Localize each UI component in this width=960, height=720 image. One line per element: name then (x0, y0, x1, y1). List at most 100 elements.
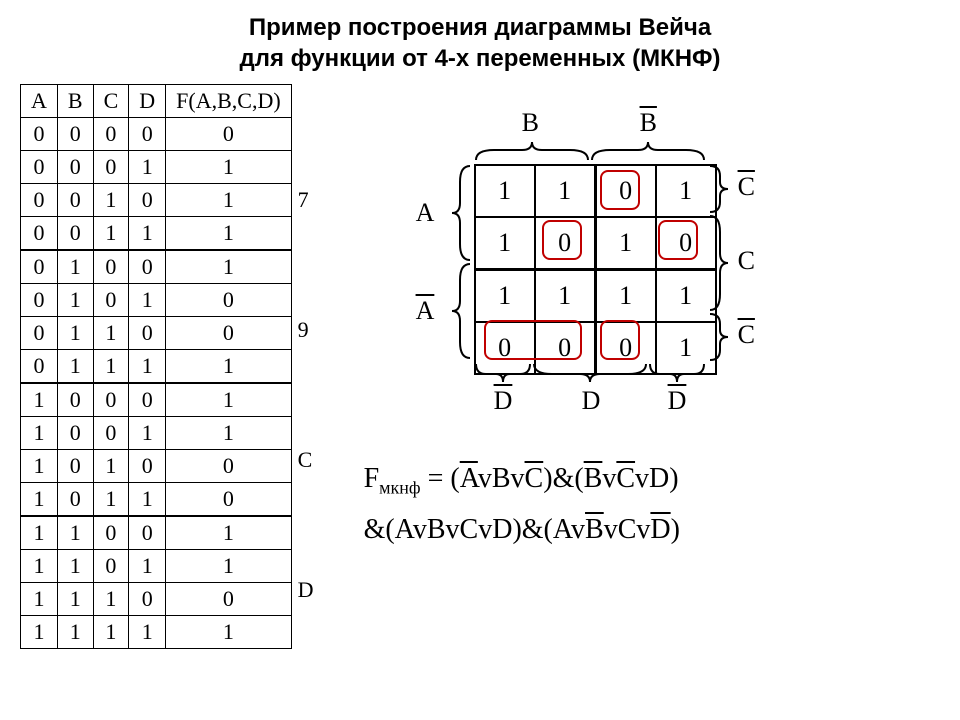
label-D-bar-right: D (668, 386, 687, 416)
table-row: 10001 (21, 383, 292, 417)
truth-cell: 1 (166, 417, 292, 450)
truth-cell: 0 (129, 583, 166, 616)
t3-v3: v (478, 514, 492, 545)
veitch-cell: 1 (656, 270, 716, 323)
truth-cell: 1 (93, 616, 129, 649)
t3-d: D (492, 514, 512, 545)
f-lhs: F (364, 463, 380, 494)
veitch-cell: 0 (595, 165, 656, 217)
truth-cell: 1 (21, 516, 58, 550)
truth-cell: 1 (21, 583, 58, 616)
truth-cell: 0 (57, 118, 93, 151)
t2-v1: v (602, 463, 616, 494)
truth-cell: 1 (166, 350, 292, 384)
veitch-cell: 0 (656, 217, 716, 270)
truth-cell: 1 (93, 450, 129, 483)
truth-table: ABCDF(A,B,C,D) 0000000011001010011101001… (20, 84, 292, 649)
label-D-bar-left: D (494, 386, 513, 416)
t2-v2: v (635, 463, 649, 494)
truth-body: 0000000011001010011101001010100110001111… (21, 118, 292, 649)
truth-cell: 0 (166, 317, 292, 350)
veitch-cell: 1 (535, 165, 596, 217)
truth-header-row: ABCDF(A,B,C,D) (21, 85, 292, 118)
label-B: B (522, 108, 539, 138)
truth-cell: 1 (57, 616, 93, 649)
veitch-cell: 1 (475, 165, 535, 217)
table-row: 00011 (21, 151, 292, 184)
truth-cell: 1 (57, 350, 93, 384)
table-row: 11011 (21, 550, 292, 583)
truth-cell: 1 (129, 284, 166, 317)
truth-cell: 1 (129, 417, 166, 450)
truth-col: A (21, 85, 58, 118)
veitch-cell: 1 (475, 217, 535, 270)
truth-cell: 0 (93, 550, 129, 583)
truth-cell: 0 (21, 250, 58, 284)
truth-cell: 1 (21, 550, 58, 583)
truth-cell: 0 (129, 516, 166, 550)
brace-top-right (590, 140, 706, 162)
truth-cell: 1 (57, 317, 93, 350)
t2-d: D (649, 463, 669, 494)
t3-v1: v (413, 514, 427, 545)
t2-pre: ( (574, 463, 583, 494)
truth-cell: 1 (21, 483, 58, 517)
t4-v1: v (571, 514, 585, 545)
truth-cell: 1 (129, 217, 166, 251)
truth-cell: 1 (129, 550, 166, 583)
truth-cell: 1 (93, 184, 129, 217)
veitch-cell: 1 (656, 322, 716, 374)
truth-col: C (93, 85, 129, 118)
t1-b: B (492, 463, 511, 494)
amp2: & (364, 514, 386, 545)
truth-cell: 1 (57, 250, 93, 284)
t3-c: C (460, 514, 479, 545)
t4-a: A (553, 514, 571, 545)
t1-v1: v (478, 463, 492, 494)
truth-cell: 0 (21, 151, 58, 184)
truth-table-block: ABCDF(A,B,C,D) 0000000011001010011101001… (20, 84, 314, 649)
truth-cell: 1 (93, 583, 129, 616)
t2-b: B (584, 463, 603, 494)
page-title: Пример построения диаграммы Вейча для фу… (0, 0, 960, 74)
brace-left-top (448, 164, 472, 262)
label-B-bar: B (640, 108, 657, 138)
side-label: C (298, 378, 314, 508)
truth-cell: 0 (166, 284, 292, 317)
truth-cell: 1 (166, 217, 292, 251)
table-row: 10011 (21, 417, 292, 450)
table-row: 11111 (21, 616, 292, 649)
truth-cell: 0 (166, 118, 292, 151)
t3-a: A (395, 514, 413, 545)
truth-cell: 0 (166, 483, 292, 517)
table-row: 11100 (21, 583, 292, 616)
t4-b: B (585, 514, 604, 545)
truth-cell: 1 (93, 317, 129, 350)
truth-cell: 0 (166, 450, 292, 483)
truth-col: D (129, 85, 166, 118)
truth-cell: 1 (129, 151, 166, 184)
truth-cell: 0 (57, 483, 93, 517)
amp1: & (553, 463, 575, 494)
veitch-diagram: B B A A C C C D D D 1101101011110001 (354, 94, 854, 434)
truth-col: F(A,B,C,D) (166, 85, 292, 118)
t4-pre: ( (544, 514, 553, 545)
t4-d: D (650, 514, 670, 545)
truth-cell: 0 (21, 118, 58, 151)
label-C-bar-top: C (738, 172, 755, 202)
truth-cell: 0 (93, 284, 129, 317)
truth-col: B (57, 85, 93, 118)
truth-cell: 0 (93, 250, 129, 284)
truth-cell: 1 (93, 350, 129, 384)
truth-cell: 1 (21, 383, 58, 417)
amp3: & (522, 514, 544, 545)
t2-post: ) (669, 463, 678, 494)
truth-cell: 1 (21, 417, 58, 450)
truth-cell: 0 (129, 184, 166, 217)
table-row: 01111 (21, 350, 292, 384)
title-line-1: Пример построения диаграммы Вейча (249, 14, 711, 41)
truth-cell: 1 (166, 250, 292, 284)
table-row: 01100 (21, 317, 292, 350)
truth-cell: 0 (93, 417, 129, 450)
table-row: 11001 (21, 516, 292, 550)
